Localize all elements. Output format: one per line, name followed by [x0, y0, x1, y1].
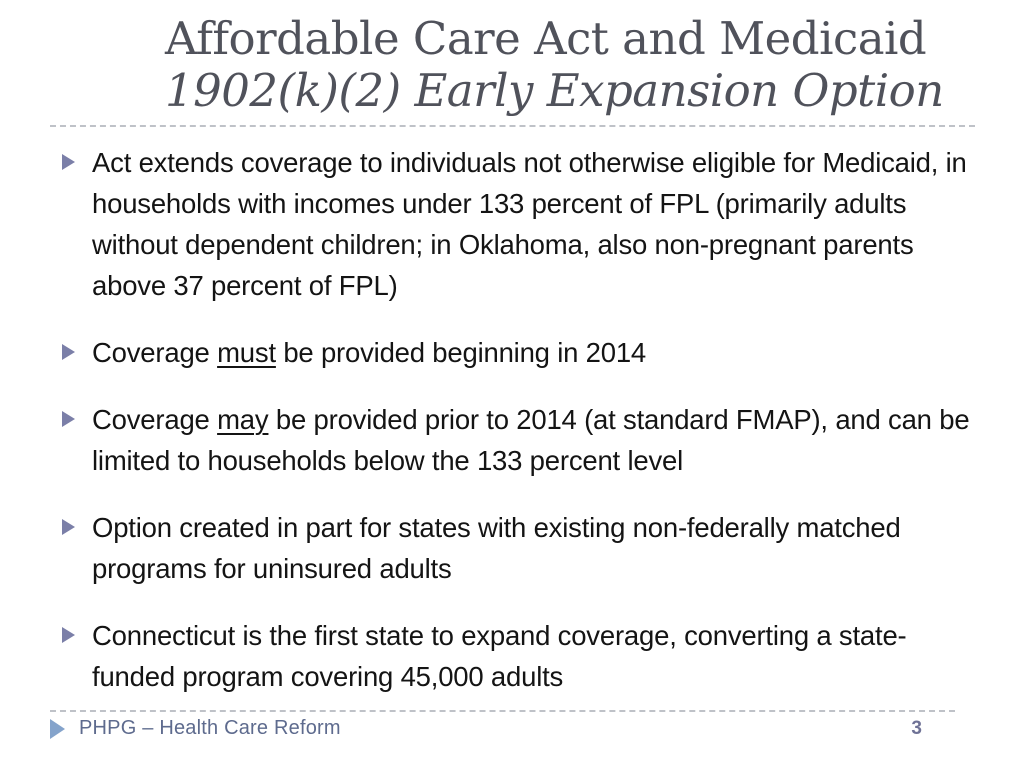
title-divider	[50, 125, 975, 127]
title-line-1: Affordable Care Act and Medicaid	[165, 12, 927, 65]
bullet-text-pre: Coverage	[92, 404, 218, 435]
bullet-triangle-icon	[62, 519, 75, 535]
page-number: 3	[911, 717, 922, 739]
bullet-item: Coverage may be provided prior to 2014 (…	[62, 399, 978, 481]
bullet-list: Act extends coverage to individuals not …	[62, 142, 978, 723]
bullet-triangle-icon	[62, 344, 75, 360]
footer-triangle-icon	[50, 718, 65, 739]
slide-footer: PHPG – Health Care Reform 3	[50, 717, 974, 740]
bullet-text: Coverage must be provided beginning in 2…	[92, 332, 646, 373]
slide-title: Affordable Care Act and Medicaid 1902(k)…	[165, 12, 944, 117]
bullet-item: Act extends coverage to individuals not …	[62, 142, 978, 306]
footer-divider	[50, 710, 955, 712]
bullet-item: Connecticut is the first state to expand…	[62, 615, 978, 697]
bullet-triangle-icon	[62, 154, 75, 170]
title-line-2: 1902(k)(2) Early Expansion Option	[165, 64, 944, 117]
footer-text: PHPG – Health Care Reform	[79, 717, 341, 739]
bullet-text: Act extends coverage to individuals not …	[92, 147, 967, 301]
bullet-text: Coverage may be provided prior to 2014 (…	[92, 399, 978, 481]
bullet-text-post: be provided prior to 2014 (at standard F…	[92, 404, 970, 476]
bullet-item: Coverage must be provided beginning in 2…	[62, 332, 978, 373]
underlined-word: must	[217, 337, 276, 368]
bullet-text: Connecticut is the first state to expand…	[92, 620, 907, 692]
bullet-triangle-icon	[62, 411, 75, 427]
bullet-text: Option created in part for states with e…	[92, 512, 901, 584]
bullet-item: Option created in part for states with e…	[62, 507, 978, 589]
bullet-triangle-icon	[62, 627, 75, 643]
bullet-text-pre: Coverage	[92, 337, 218, 368]
bullet-text-post: be provided beginning in 2014	[275, 337, 647, 368]
underlined-word: may	[217, 404, 269, 435]
